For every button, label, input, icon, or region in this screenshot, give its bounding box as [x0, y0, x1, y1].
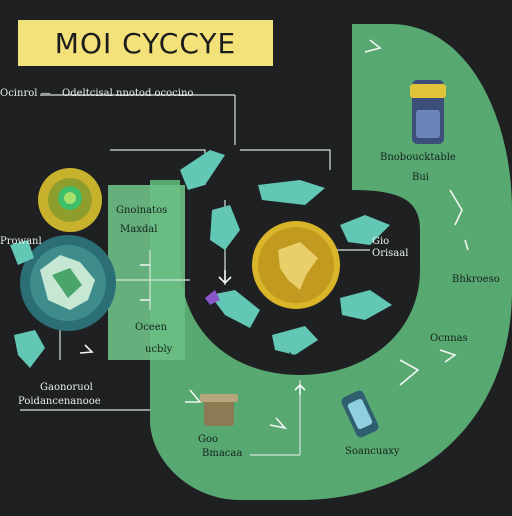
teal-fish-icon	[10, 150, 392, 368]
label-top-left: Ocinrol —	[0, 88, 51, 99]
label-bottom-middle-1: Goo	[198, 434, 219, 445]
label-right-lower: Ocnnas	[430, 333, 468, 344]
mineral-coin-icon	[252, 221, 340, 309]
label-bottom-left-1: Gaonoruol	[40, 382, 93, 393]
label-inner-left-1: Oceen	[135, 322, 168, 333]
label-center-right-2: Orisaal	[372, 248, 409, 259]
label-inner-left-2: ucbly	[145, 344, 173, 355]
purple-seed-icon	[205, 290, 220, 305]
arrow-icon	[79, 39, 469, 430]
tube-container-icon	[410, 80, 446, 144]
jar-container-icon	[200, 394, 238, 426]
label-left-side: Prowanl	[0, 236, 42, 247]
label-top-middle: Odeltcisal nnotod ococino	[62, 88, 194, 99]
label-center-right-1: Gio	[372, 236, 390, 247]
leaf-emblem-icon	[38, 168, 102, 232]
label-left-inner-2: Maxdal	[120, 224, 158, 235]
page-title: MOI CYCCYE	[18, 20, 273, 66]
label-right-upper: Bnoboucktable	[380, 152, 456, 163]
bottle-icon	[341, 390, 379, 438]
label-right-middle: Bhkroeso	[452, 274, 500, 285]
label-left-inner-1: Gnoinatos	[116, 205, 168, 216]
label-bottom-left-2: Poidancenanooe	[18, 396, 101, 407]
label-right-upper-sub: Bui	[412, 172, 429, 183]
label-bottom-right: Soancuaxy	[345, 446, 400, 457]
green-side-panel	[108, 185, 185, 360]
earth-globe-icon	[20, 235, 116, 331]
label-bottom-middle-2: Bmacaa	[202, 448, 243, 459]
label-center-bottom: Eido	[275, 352, 298, 363]
